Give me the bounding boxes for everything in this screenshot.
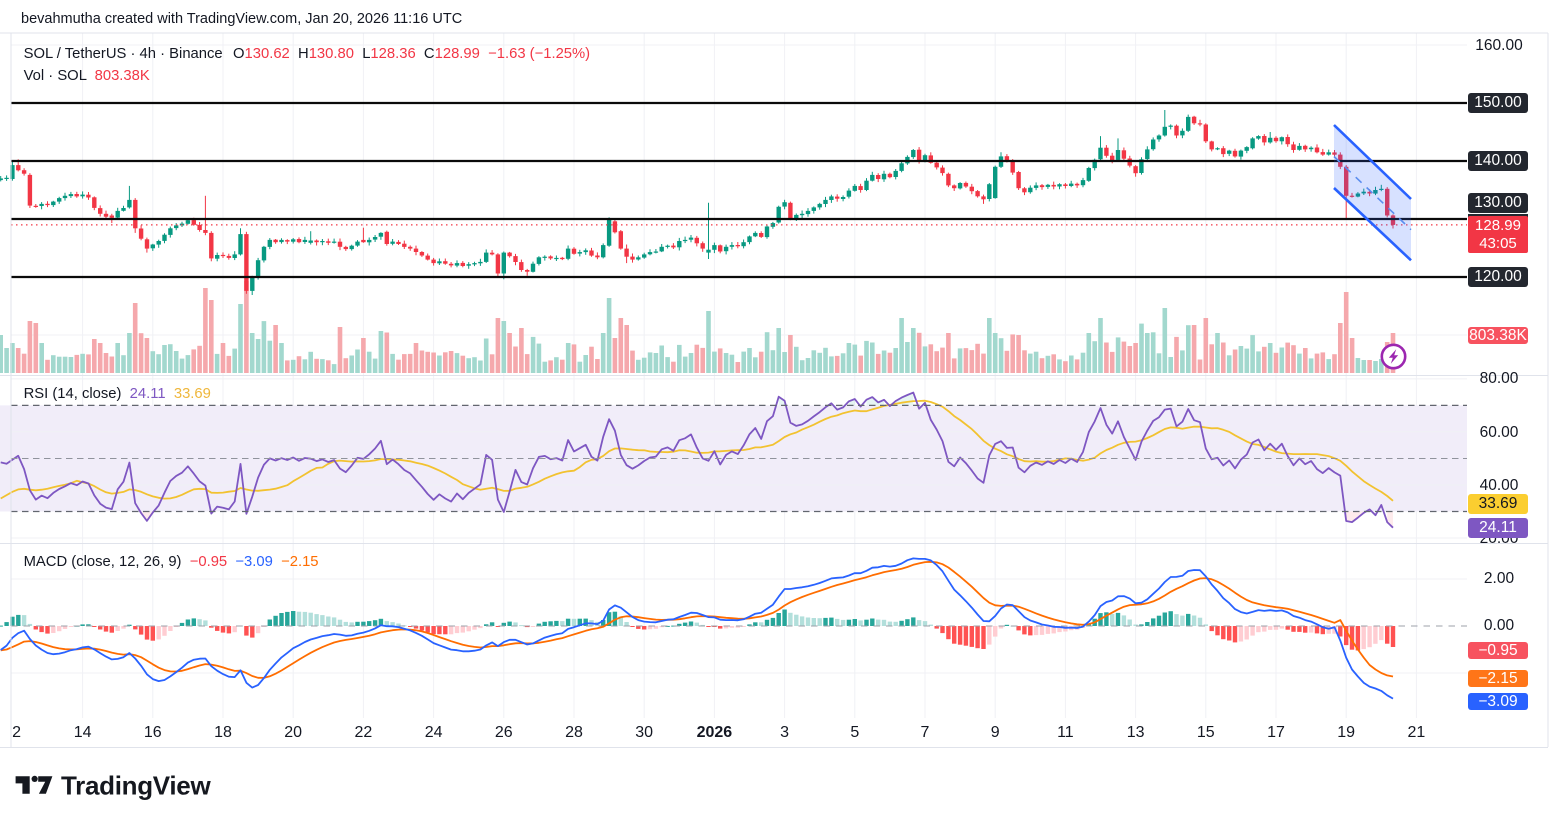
svg-text:TradingView: TradingView	[61, 771, 211, 801]
